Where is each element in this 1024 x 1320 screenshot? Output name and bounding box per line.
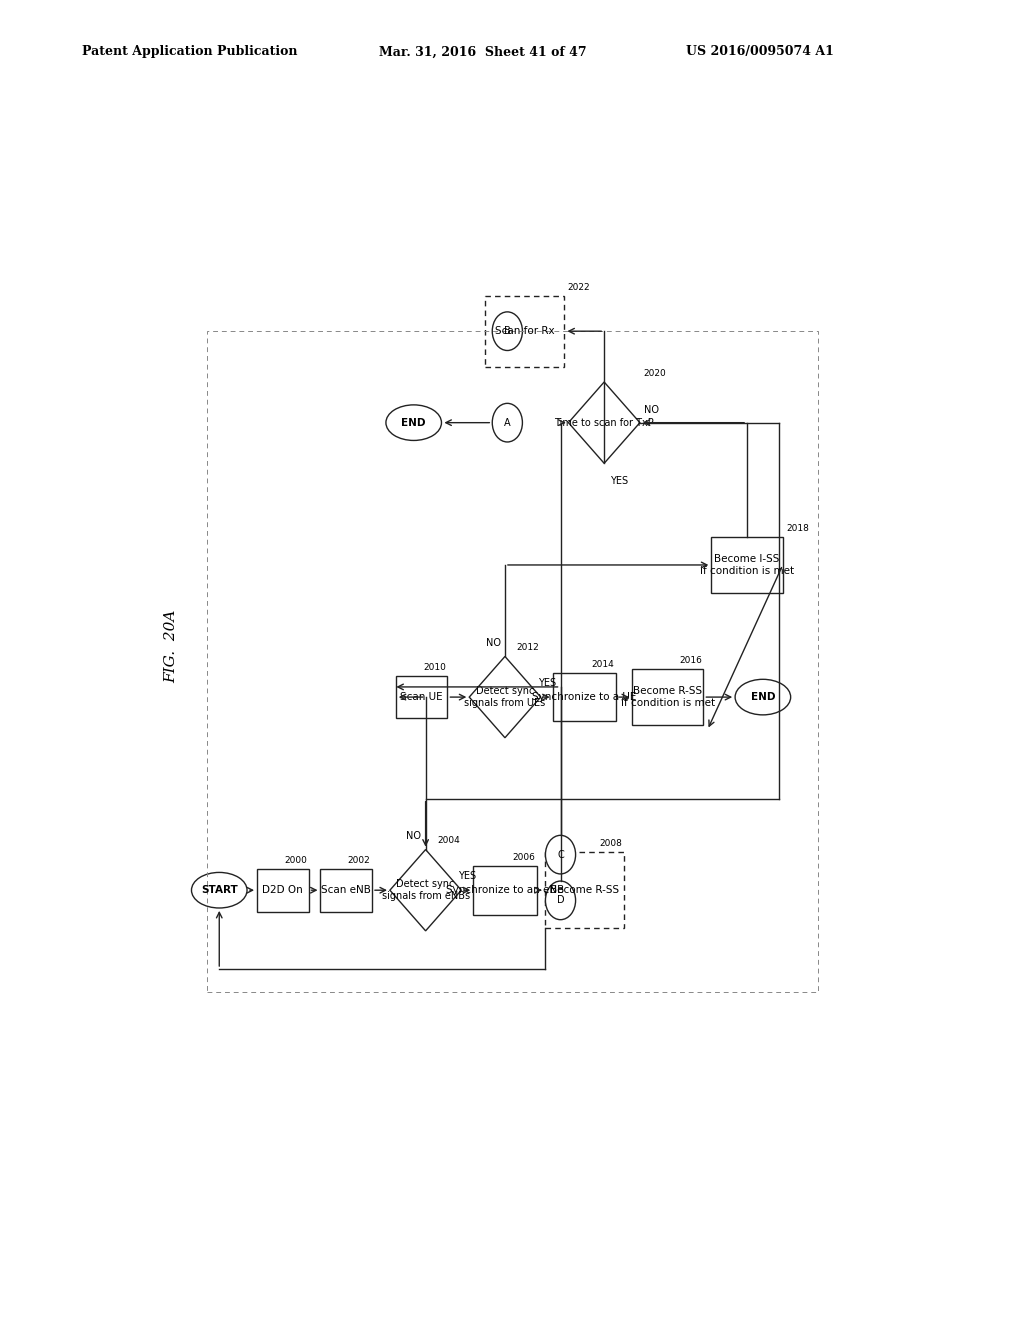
- Text: 2002: 2002: [348, 855, 371, 865]
- FancyBboxPatch shape: [632, 669, 703, 725]
- Text: NO: NO: [644, 404, 658, 414]
- Text: 2014: 2014: [592, 660, 614, 669]
- Text: US 2016/0095074 A1: US 2016/0095074 A1: [686, 45, 834, 58]
- Text: Mar. 31, 2016  Sheet 41 of 47: Mar. 31, 2016 Sheet 41 of 47: [379, 45, 587, 58]
- Polygon shape: [568, 381, 640, 463]
- Text: YES: YES: [538, 678, 556, 688]
- Text: 2006: 2006: [512, 853, 536, 862]
- Text: Become R-SS: Become R-SS: [550, 886, 618, 895]
- Text: Scan eNB: Scan eNB: [322, 886, 371, 895]
- Text: 2010: 2010: [423, 663, 445, 672]
- FancyBboxPatch shape: [712, 537, 782, 593]
- FancyBboxPatch shape: [396, 676, 447, 718]
- FancyBboxPatch shape: [485, 296, 564, 367]
- Text: 2022: 2022: [567, 282, 590, 292]
- Text: 2012: 2012: [516, 643, 539, 652]
- Text: YES: YES: [458, 871, 476, 880]
- FancyBboxPatch shape: [553, 673, 616, 722]
- Text: D2D On: D2D On: [262, 886, 303, 895]
- Text: Patent Application Publication: Patent Application Publication: [82, 45, 297, 58]
- Ellipse shape: [735, 680, 791, 715]
- Text: 2000: 2000: [284, 855, 307, 865]
- Text: 2016: 2016: [679, 656, 701, 665]
- Text: Detect sync
signals from UEs: Detect sync signals from UEs: [464, 686, 546, 708]
- Text: NO: NO: [485, 639, 501, 648]
- Text: START: START: [201, 886, 238, 895]
- Text: 2004: 2004: [437, 837, 460, 846]
- Ellipse shape: [191, 873, 247, 908]
- FancyBboxPatch shape: [545, 853, 624, 928]
- Text: YES: YES: [610, 475, 629, 486]
- FancyBboxPatch shape: [473, 866, 537, 915]
- Circle shape: [493, 404, 522, 442]
- Text: 2008: 2008: [599, 840, 623, 847]
- Circle shape: [493, 312, 522, 351]
- Text: B: B: [504, 326, 511, 337]
- Text: A: A: [504, 417, 511, 428]
- Text: Become I-SS
if condition is met: Become I-SS if condition is met: [700, 554, 794, 576]
- Text: NO: NO: [407, 832, 421, 841]
- Circle shape: [546, 836, 575, 874]
- Text: Time to scan for TxP: Time to scan for TxP: [554, 417, 654, 428]
- Ellipse shape: [386, 405, 441, 441]
- Text: FIG.  20A: FIG. 20A: [165, 610, 178, 682]
- Text: Synchronize to a UE: Synchronize to a UE: [532, 692, 637, 702]
- Text: Scan UE: Scan UE: [400, 692, 443, 702]
- Text: END: END: [751, 692, 775, 702]
- Text: C: C: [557, 850, 564, 859]
- Text: END: END: [401, 417, 426, 428]
- Text: Detect sync
signals from eNBs: Detect sync signals from eNBs: [382, 879, 470, 902]
- Text: D: D: [557, 895, 564, 906]
- Polygon shape: [469, 656, 541, 738]
- Circle shape: [546, 880, 575, 920]
- Text: Become R-SS
if condition is met: Become R-SS if condition is met: [621, 686, 715, 708]
- Polygon shape: [390, 850, 461, 931]
- Text: Scan for Rx: Scan for Rx: [495, 326, 555, 337]
- Text: Synchronize to an eNB: Synchronize to an eNB: [445, 886, 564, 895]
- FancyBboxPatch shape: [257, 869, 308, 912]
- Text: 2020: 2020: [643, 370, 666, 378]
- Text: 2018: 2018: [785, 524, 809, 533]
- FancyBboxPatch shape: [321, 869, 372, 912]
